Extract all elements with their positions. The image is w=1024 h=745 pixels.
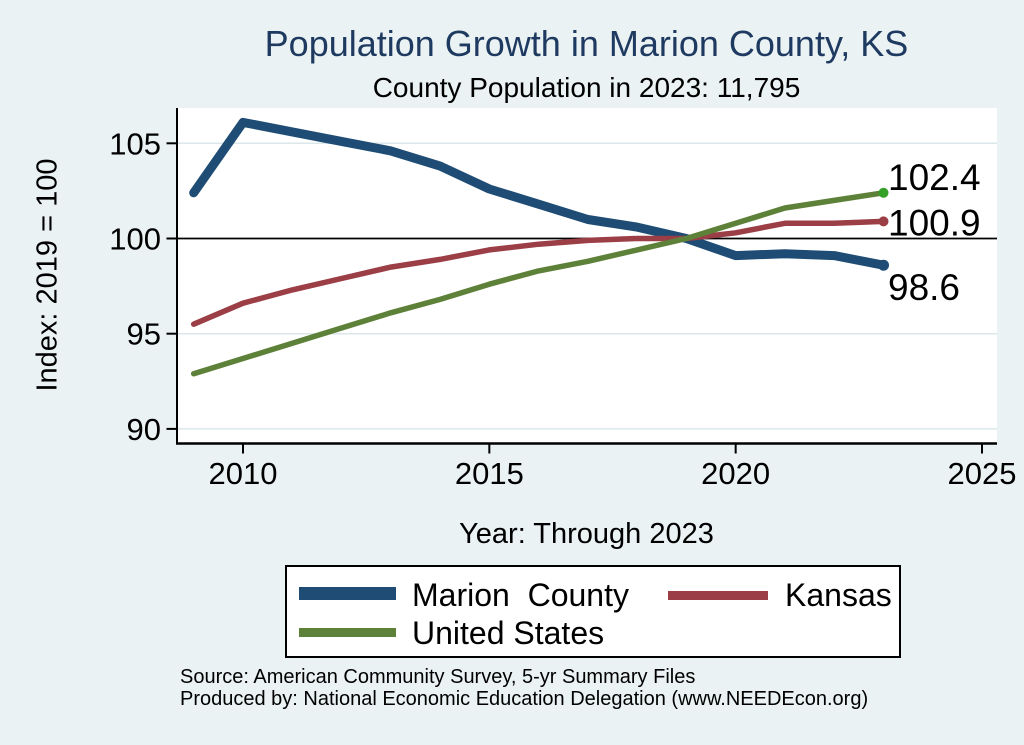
series-line-united-states: [190, 190, 887, 377]
legend-swatch-marion-county: [299, 587, 396, 600]
x-tick-label-2020: 2020: [701, 456, 770, 491]
series-line-marion-county: [189, 117, 888, 270]
end-value-label-98.6: 98.6: [888, 267, 960, 308]
end-marker-kansas: [878, 216, 889, 227]
end-marker-marion-county: [878, 259, 889, 271]
series-line-kansas: [190, 218, 887, 327]
legend-label-united-states: United States: [412, 615, 605, 651]
plot-panel: [176, 108, 997, 444]
y-axis-title: Index: 2019 = 100: [31, 158, 64, 392]
source-note: Source: American Community Survey, 5-yr …: [180, 666, 696, 688]
x-tick-label-2025: 2025: [948, 456, 1017, 491]
footnotes: Source: American Community Survey, 5-yr …: [180, 666, 868, 710]
y-tick-label-90: 90: [127, 412, 161, 447]
produced-by-note: Produced by: National Economic Education…: [180, 688, 869, 710]
end-value-label-100.9: 100.9: [888, 202, 981, 243]
chart-subtitle: County Population in 2023: 11,795: [372, 72, 801, 103]
x-tick-label-2015: 2015: [455, 456, 524, 491]
legend-swatch-united-states: [299, 628, 396, 637]
end-value-label-102.4: 102.4: [888, 157, 981, 198]
legend: Marion County Kansas United States: [285, 565, 901, 658]
y-tick-label-100: 100: [109, 222, 161, 257]
y-tick-label-95: 95: [127, 317, 161, 352]
x-axis-title: Year: Through 2023: [459, 518, 714, 550]
chart-title: Population Growth in Marion County, KS: [264, 23, 909, 64]
x-tick-label-2010: 2010: [209, 456, 278, 491]
legend-label-marion-county: Marion County: [412, 577, 629, 613]
end-marker-united-states: [878, 187, 889, 198]
y-tick-label-105: 105: [109, 126, 161, 161]
legend-label-kansas: Kansas: [785, 577, 892, 613]
legend-swatch-kansas: [668, 591, 768, 600]
